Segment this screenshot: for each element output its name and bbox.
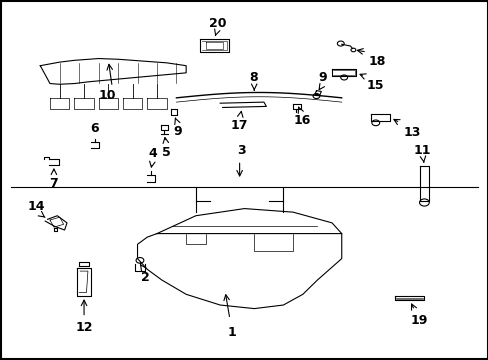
Text: 3: 3: [236, 144, 245, 157]
Text: 17: 17: [230, 118, 248, 131]
Text: 11: 11: [412, 144, 430, 157]
Text: 1: 1: [227, 327, 236, 339]
Text: 5: 5: [162, 146, 171, 159]
Text: 7: 7: [49, 177, 58, 190]
Text: 14: 14: [28, 200, 45, 213]
Text: 9: 9: [317, 71, 326, 84]
Text: 15: 15: [366, 79, 384, 92]
Text: 9: 9: [173, 125, 182, 138]
Text: 8: 8: [248, 71, 257, 84]
Text: 13: 13: [403, 126, 421, 139]
Text: 6: 6: [90, 122, 99, 135]
Text: 4: 4: [148, 147, 157, 159]
Text: 20: 20: [208, 17, 225, 30]
Text: 2: 2: [141, 271, 149, 284]
Text: 10: 10: [99, 89, 116, 102]
Text: 19: 19: [410, 314, 427, 327]
Text: 18: 18: [368, 55, 386, 68]
Text: 16: 16: [293, 114, 310, 127]
Text: 12: 12: [75, 321, 93, 334]
